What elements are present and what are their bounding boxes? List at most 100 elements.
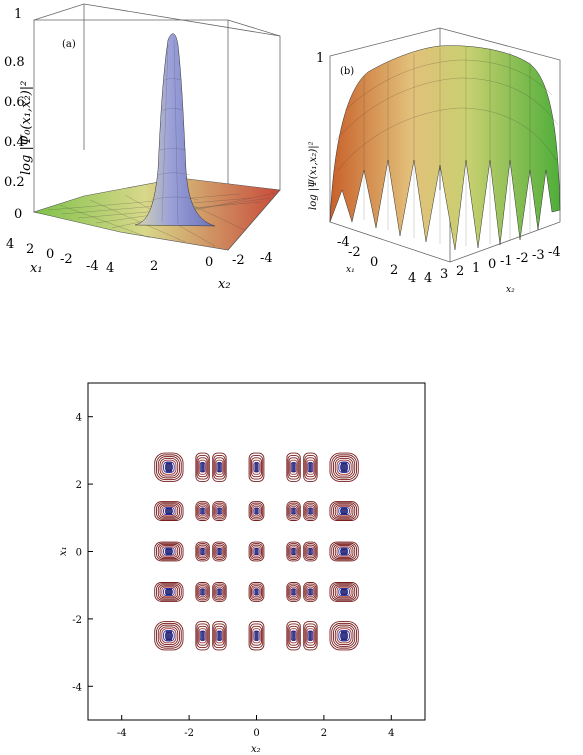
contour-x-tick-label: -4 xyxy=(117,728,127,739)
contour-core xyxy=(341,507,348,515)
contour-ring xyxy=(159,504,179,518)
panel-a-x2-axis-label: x₂ xyxy=(218,277,231,292)
contour-ring xyxy=(212,541,227,562)
contour-ring xyxy=(288,544,299,559)
contour-y-tick-label: -4 xyxy=(72,682,82,693)
contour-ring xyxy=(331,454,357,481)
panel-b-z-axis-label: log |Ψ(x₁,x₂)|² xyxy=(308,141,319,210)
contour-ring xyxy=(249,502,264,520)
contour-ring xyxy=(306,586,315,598)
contour-ring xyxy=(305,585,316,599)
contour-ring xyxy=(249,623,264,648)
contour-ring xyxy=(336,586,352,598)
panel-b-x2-ticks: 4 3 2 1 0 -1 -2 -3 -4 xyxy=(424,245,561,286)
contour-ring xyxy=(289,459,298,475)
contour-lobe xyxy=(303,452,318,482)
contour-core xyxy=(217,462,221,473)
contour-ring xyxy=(161,586,177,598)
contour-lobe xyxy=(195,501,210,521)
contour-ring xyxy=(215,459,224,475)
contour-core xyxy=(201,548,205,555)
contour-ring xyxy=(333,456,356,479)
contour-ring xyxy=(304,455,317,480)
contour-ring xyxy=(212,501,227,521)
contour-lobe xyxy=(154,582,184,602)
contour-ring xyxy=(157,584,180,600)
contour-ring xyxy=(163,507,175,516)
panel-b-x2-tick-label: 1 xyxy=(472,261,480,276)
contour-ring xyxy=(303,501,318,521)
panel-b-x2-tick-label: -1 xyxy=(500,254,513,269)
contour-y-tick-label: 2 xyxy=(76,480,82,491)
contour-core xyxy=(165,630,172,641)
contour-x-tick-label: 4 xyxy=(388,728,394,739)
panel-a: (a) 1 0.8 0.6 0.4 0.2 0 log |Ψ₀(x₁,x₂)|²… xyxy=(4,3,281,292)
contour-lobe xyxy=(329,501,359,521)
contour-core xyxy=(201,630,205,641)
contour-ring xyxy=(197,544,208,559)
contour-ring xyxy=(213,455,226,480)
panel-a-x2-tick-label: 0 xyxy=(205,255,213,270)
contour-ring xyxy=(161,459,177,475)
contour-ring xyxy=(336,459,352,475)
contour-lobe xyxy=(212,452,227,482)
contour-core xyxy=(254,588,259,596)
panel-b-x1-tick-label: -4 xyxy=(337,235,350,250)
panel-a-ztick-label: 0 xyxy=(14,207,22,222)
contour-ring xyxy=(286,582,301,602)
panel-b-x1-tick-label: -2 xyxy=(348,245,361,260)
contour-lobe xyxy=(329,452,359,482)
contour-ring xyxy=(159,626,179,646)
contour-ring xyxy=(214,585,225,599)
panel-b-x2-tick-label: 4 xyxy=(424,271,432,286)
contour-ring xyxy=(198,628,207,644)
contour-ring xyxy=(163,547,175,556)
panel-b-surface xyxy=(329,45,561,251)
contour-ring xyxy=(249,543,264,560)
contour-ring xyxy=(198,459,207,475)
contour-ring xyxy=(249,583,264,601)
contour-ring xyxy=(161,628,177,644)
contour-ring xyxy=(306,628,315,644)
contour-ring xyxy=(156,542,182,561)
contour-ring xyxy=(195,541,210,562)
contour-x-tick-label: 0 xyxy=(253,728,259,739)
contour-ring xyxy=(287,583,300,601)
contour-ring xyxy=(154,621,184,651)
panel-a-x1-axis-label: x₁ xyxy=(30,261,43,276)
contour-ring xyxy=(303,541,318,562)
contour-lobe xyxy=(212,541,227,562)
contour-ring xyxy=(214,457,225,478)
contour-ring xyxy=(288,625,299,646)
contour-ring xyxy=(154,541,184,562)
contour-ring xyxy=(289,628,298,644)
contour-ring xyxy=(286,452,301,482)
contour-ring xyxy=(213,623,226,648)
contour-core xyxy=(308,588,312,596)
panel-a-x2-tick-label: 4 xyxy=(106,261,114,276)
panel-a-ztick-label: 0.8 xyxy=(4,55,25,70)
contour-ring xyxy=(336,546,352,557)
contour-ring xyxy=(286,501,301,521)
contour-ring xyxy=(196,543,209,560)
contour-ring xyxy=(338,547,350,556)
contour-ring xyxy=(214,544,225,559)
contour-ring xyxy=(196,455,209,480)
contour-x-axis-label: x₂ xyxy=(251,744,261,755)
panel-a-x1-ticks: 4 2 0 -2 -4 xyxy=(6,237,99,274)
contour-ring xyxy=(215,586,224,598)
contour-ring xyxy=(212,452,227,482)
contour-ring xyxy=(334,585,354,599)
contour-ring xyxy=(159,545,179,558)
contour-ring xyxy=(306,505,315,517)
contour-ring xyxy=(252,505,261,517)
contour-lobe xyxy=(195,541,210,562)
contour-ring xyxy=(154,452,184,482)
contour-ring xyxy=(329,452,359,482)
contour-ring xyxy=(214,504,225,518)
contour-lobe xyxy=(248,621,265,651)
panel-b-x1-tick-label: 4 xyxy=(408,271,416,286)
contour-lobe xyxy=(286,541,301,562)
contour-core xyxy=(254,630,259,641)
contour-x-tick-label: -2 xyxy=(184,728,194,739)
